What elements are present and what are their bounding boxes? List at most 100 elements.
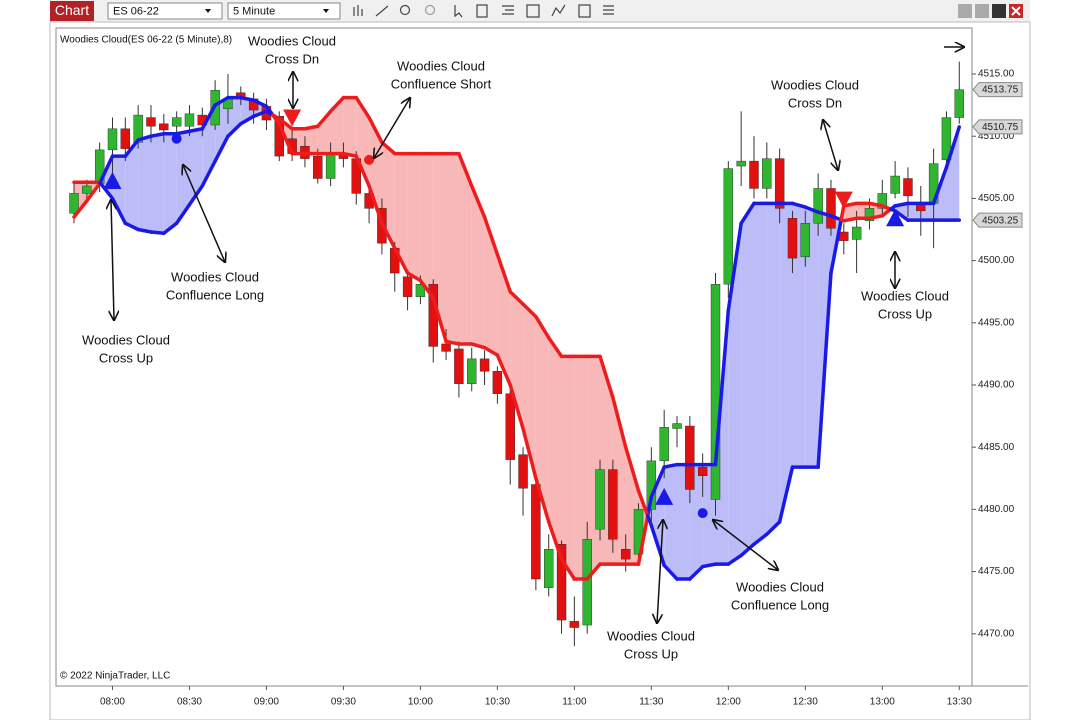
annotation: Cross Up [624, 646, 678, 661]
cloud-line [72, 199, 89, 219]
cloud-line [149, 131, 166, 138]
x-tick-label: 09:30 [331, 697, 356, 708]
y-tick-label: 4510.00 [978, 131, 1015, 142]
cloud-line [303, 124, 320, 131]
interval-select[interactable] [227, 2, 341, 20]
minimize-button[interactable] [992, 4, 1006, 18]
price-marker-label: 4510.75 [982, 122, 1019, 133]
cloud-fill [766, 203, 780, 535]
candle-body [800, 223, 811, 258]
annotation-arrow [713, 520, 778, 570]
cloud-fill [946, 126, 960, 221]
draw-icon[interactable] [375, 5, 389, 17]
cloud-line [585, 562, 602, 581]
cloud-line [867, 201, 885, 208]
signal-dot [697, 508, 708, 519]
candle-body [492, 371, 503, 394]
candle-body [710, 284, 721, 500]
copyright: © 2022 NinjaTrader, LLC [60, 671, 170, 682]
cloud-line [431, 296, 448, 344]
cloud-line [239, 95, 256, 102]
bars-icon[interactable] [353, 5, 363, 16]
cloud-fill [843, 203, 857, 221]
candle-body [903, 178, 913, 197]
cloud-line [842, 216, 859, 223]
signal-dot [171, 133, 182, 144]
candle-body [697, 466, 708, 476]
cloud-fill [792, 203, 806, 468]
chart-tab[interactable] [50, 1, 94, 21]
dropdown-arrow [323, 9, 329, 13]
x-tick-label: 11:30 [639, 697, 664, 708]
candle-body [313, 155, 323, 179]
list-icon[interactable] [603, 5, 614, 15]
candle-body [505, 393, 515, 460]
candle-body [749, 160, 759, 189]
annotation: Cross Up [878, 306, 932, 321]
annotation-arrows [111, 72, 895, 623]
annotation: Woodies Cloud [607, 628, 695, 643]
cloud-line [829, 218, 843, 275]
x-tick-label: 09:00 [254, 697, 279, 708]
cloud-line [839, 204, 846, 222]
candle-body [325, 153, 336, 179]
cloud-fill [112, 156, 126, 224]
instrument-select[interactable] [107, 2, 223, 20]
candle-body [826, 188, 836, 229]
cloud-line [521, 426, 538, 481]
strategy-icon[interactable] [551, 4, 566, 17]
cloud-line [200, 103, 217, 131]
x-tick-label: 08:00 [100, 697, 125, 708]
annotation-arrow [657, 520, 663, 623]
annotation: Woodies Cloud [736, 579, 824, 594]
app-label: Chart [55, 2, 89, 18]
zoom-in-icon[interactable] [399, 4, 411, 16]
candle-body [839, 231, 849, 241]
candle-body [441, 343, 451, 352]
cloud-fill [420, 153, 434, 298]
template-icon[interactable] [526, 4, 540, 18]
candle-body [582, 539, 592, 626]
cloud-line [251, 109, 269, 119]
cloud-line [893, 209, 910, 222]
cloud-line [546, 520, 564, 561]
cloud-fill [407, 153, 421, 281]
annotation: Woodies Cloud [171, 269, 259, 284]
cloud-line [98, 180, 115, 201]
window-button[interactable] [958, 4, 972, 18]
instrument-text: ES 06-22 [113, 5, 159, 17]
cloud-line [444, 339, 461, 346]
candle-body [518, 454, 528, 489]
annotation-arrow [111, 200, 114, 320]
cloud-line [162, 221, 179, 235]
price-marker [972, 82, 1023, 98]
cloud-fill [343, 97, 357, 157]
cloud-line [136, 227, 153, 234]
window-button[interactable] [975, 4, 989, 18]
cloud-line [546, 335, 564, 359]
candle-body [159, 123, 169, 131]
properties-icon[interactable] [502, 5, 514, 15]
candle-body [531, 484, 541, 580]
cloud-line [136, 134, 153, 142]
signal-dot [364, 154, 375, 165]
cloud-line [123, 221, 140, 232]
cloud-line [816, 210, 833, 218]
pointer-icon[interactable] [454, 5, 463, 18]
cloud-line [457, 151, 474, 188]
snapshot-icon[interactable] [578, 4, 591, 18]
cloud-line [700, 562, 718, 569]
price-marker-label: 4513.75 [982, 85, 1019, 96]
cloud-fill [561, 356, 575, 580]
cloud-line [482, 215, 500, 257]
annotation: Woodies Cloud [397, 58, 485, 73]
data-box-icon[interactable] [476, 4, 488, 18]
cloud-fill [535, 316, 549, 522]
cloud-line [842, 201, 859, 208]
x-tick-label: 12:30 [793, 697, 818, 708]
cloud-line [367, 184, 384, 226]
zoom-out-icon[interactable] [424, 4, 436, 16]
cloud-line [482, 345, 500, 357]
candle-body [107, 128, 118, 151]
y-tick-label: 4480.00 [978, 504, 1015, 515]
